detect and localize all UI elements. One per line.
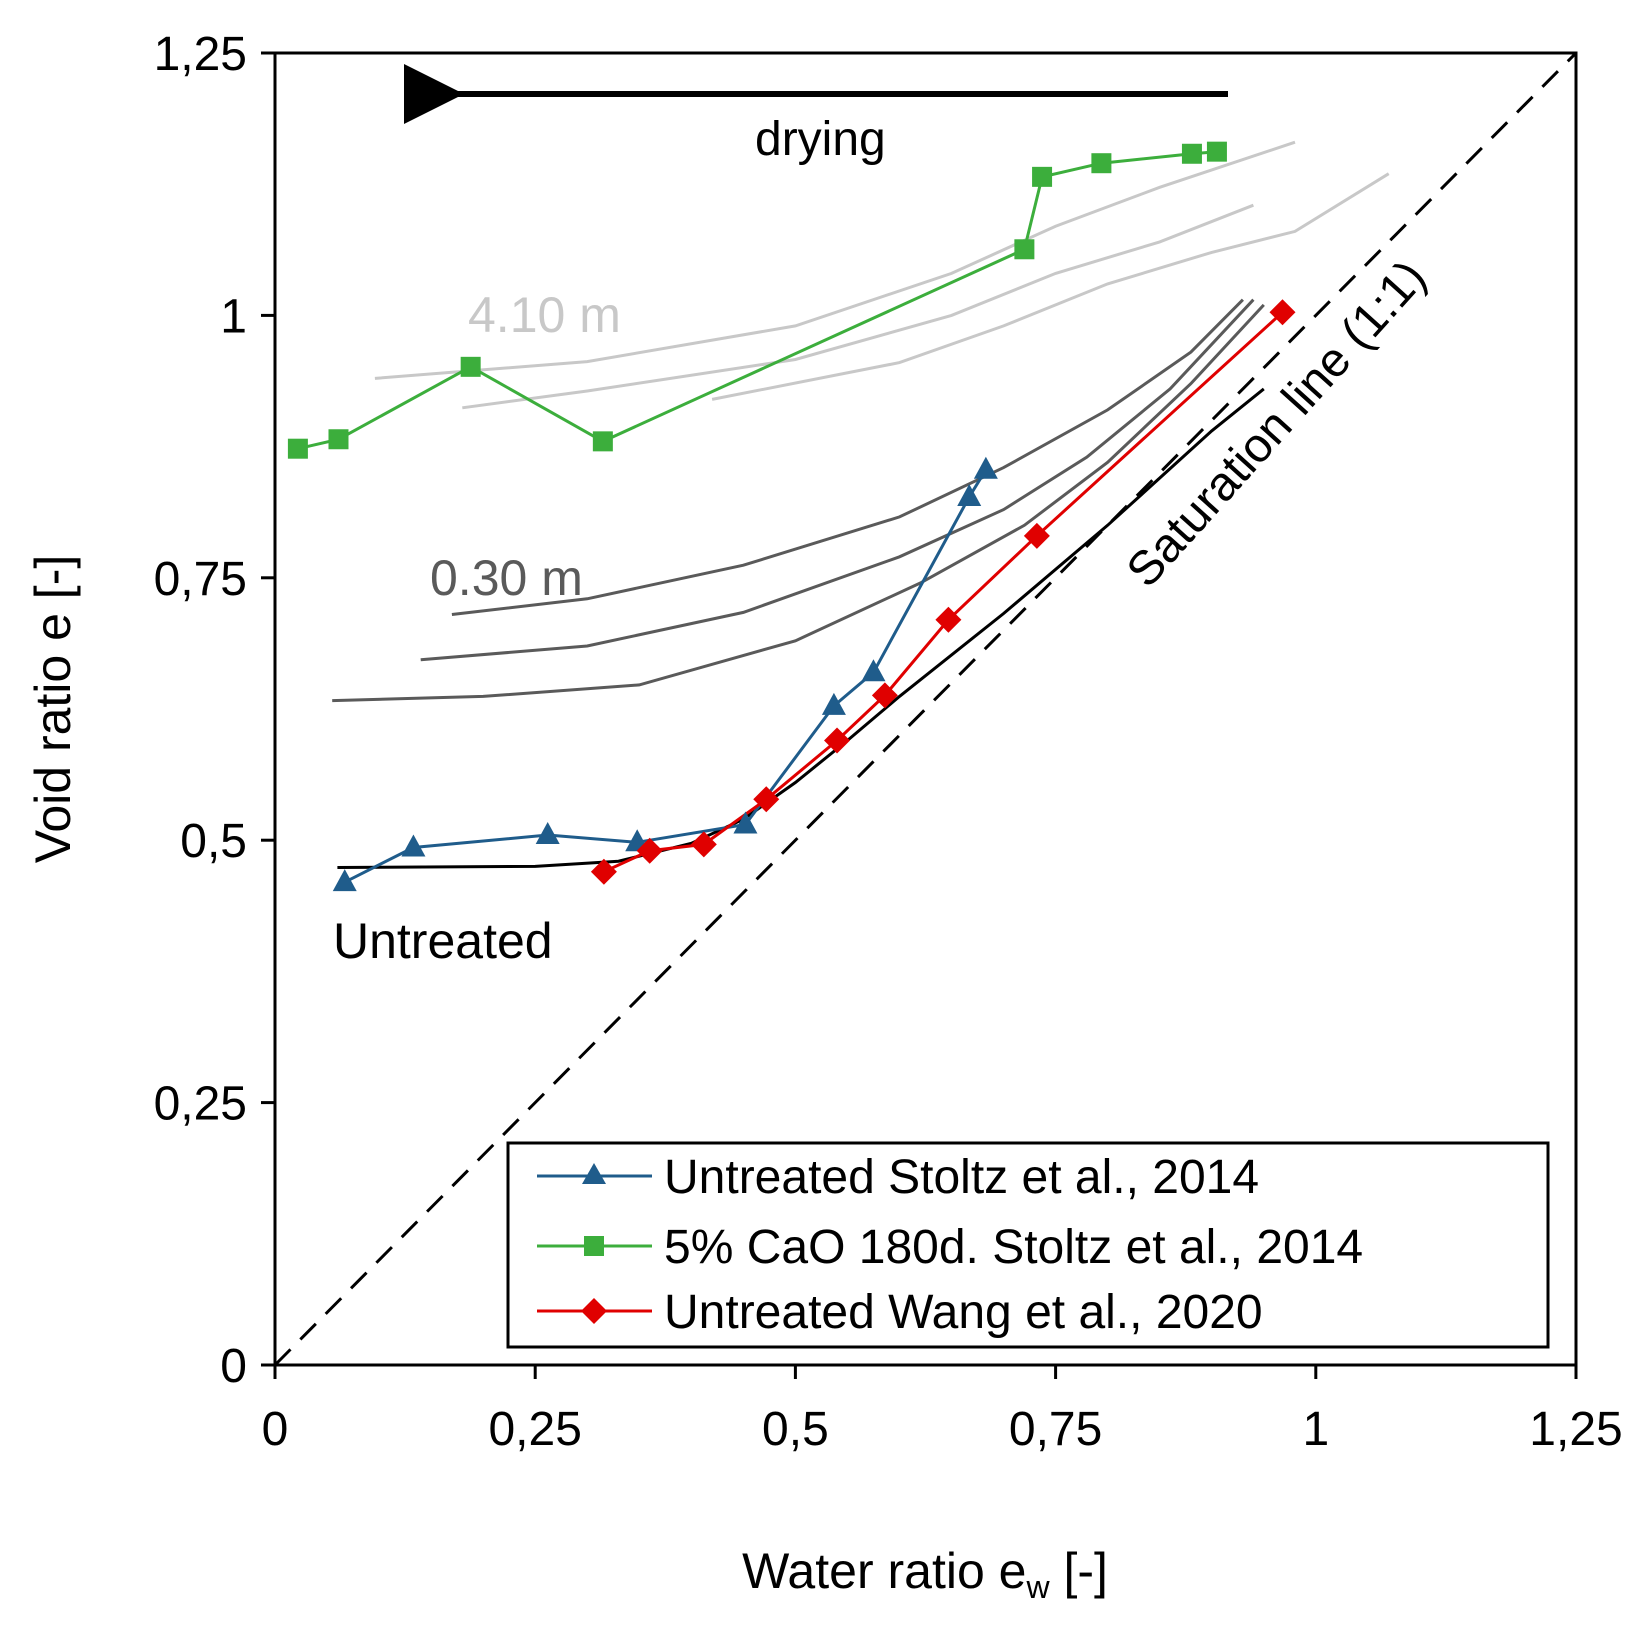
- series-2-point-5: [1014, 239, 1035, 260]
- legend-box: [506, 1141, 1550, 1349]
- series-2-point-9: [1206, 141, 1227, 162]
- series-1-point-2: [401, 834, 426, 857]
- depth-label-030: 0.30 m: [430, 550, 583, 606]
- legend-label-series-2: 5% CaO 180d. Stoltz et al., 2014: [664, 1221, 1363, 1274]
- series-2-point-3: [460, 356, 481, 377]
- y-axis-ticks: 0 0,25 0,5 0,75 1 1,25: [154, 28, 275, 1393]
- series-3-point-9: [1269, 299, 1296, 326]
- y-tick-label-1: 0: [220, 1340, 247, 1393]
- series-1-point-1: [332, 869, 357, 892]
- reference-curve-4: [451, 298, 1244, 616]
- x-tick-label-6: 1,25: [1529, 1403, 1622, 1456]
- series-1-point-9: [973, 456, 998, 479]
- y-tick-label-2: 0,25: [154, 1078, 247, 1131]
- x-axis-title: Water ratio ew [-]: [742, 1543, 1108, 1605]
- reference-curve-2: [462, 203, 1254, 410]
- x-tick-label-2: 0,25: [488, 1403, 581, 1456]
- series-3-point-2: [636, 837, 663, 864]
- series-1-point-5: [733, 811, 758, 834]
- series-3-point-5: [824, 727, 851, 754]
- y-tick-label-3: 0,5: [180, 815, 247, 868]
- legend: Untreated Stoltz et al., 2014 5% CaO 180…: [506, 1141, 1550, 1349]
- legend-marker-series-1: [582, 1163, 606, 1184]
- legend-marker-series-3: [581, 1298, 607, 1324]
- series-1-point-3: [535, 821, 560, 844]
- legend-label-series-3: Untreated Wang et al., 2020: [664, 1286, 1263, 1339]
- y-tick-label-5: 1: [220, 290, 247, 343]
- x-axis-title-main: Water ratio e: [742, 1543, 1026, 1599]
- series-2-point-8: [1181, 143, 1202, 164]
- x-tick-label-5: 1: [1302, 1403, 1329, 1456]
- reference-curve-5: [420, 298, 1255, 662]
- x-axis-ticks: 0 0,25 0,5 0,75 1 1,25: [262, 1365, 1623, 1456]
- reference-curve-6: [332, 303, 1265, 703]
- x-tick-label-1: 0: [262, 1403, 289, 1456]
- series-2-point-2: [328, 429, 349, 450]
- series-3-point-6: [871, 682, 898, 709]
- untreated-label: Untreated: [333, 913, 553, 969]
- x-tick-label-3: 0,5: [762, 1403, 829, 1456]
- x-axis-title-suffix: [-]: [1050, 1543, 1108, 1599]
- x-axis-title-subscript: w: [1025, 1569, 1050, 1605]
- series-3-point-7: [935, 606, 962, 633]
- depth-label-410: 4.10 m: [468, 287, 621, 343]
- reference-curve-1: [374, 140, 1296, 380]
- x-tick-label-4: 0,75: [1009, 1403, 1102, 1456]
- y-tick-label-6: 1,25: [154, 28, 247, 81]
- saturation-line-group: [273, 51, 1578, 1367]
- series-2-point-6: [1032, 166, 1053, 187]
- legend-label-series-1: Untreated Stoltz et al., 2014: [664, 1151, 1259, 1204]
- series-3-point-4: [753, 786, 780, 813]
- series-1-point-7: [861, 659, 886, 682]
- reference-curve-3: [711, 172, 1390, 401]
- series-3-point-1: [590, 858, 617, 885]
- drying-label: drying: [755, 113, 886, 166]
- y-axis-title: Void ratio e [-]: [25, 555, 81, 864]
- y-tick-label-4: 0,75: [154, 553, 247, 606]
- series-2-point-7: [1091, 153, 1112, 174]
- series-1-point-6: [821, 692, 846, 715]
- series-3-point-3: [690, 831, 717, 858]
- saturation-line: [273, 51, 1578, 1367]
- series-markers: [287, 141, 1296, 892]
- series-2-point-1: [287, 438, 308, 459]
- series-2-point-4: [592, 431, 613, 452]
- legend-marker-series-2: [584, 1236, 604, 1256]
- series-1-point-8: [957, 483, 982, 506]
- series-3-point-8: [1023, 522, 1050, 549]
